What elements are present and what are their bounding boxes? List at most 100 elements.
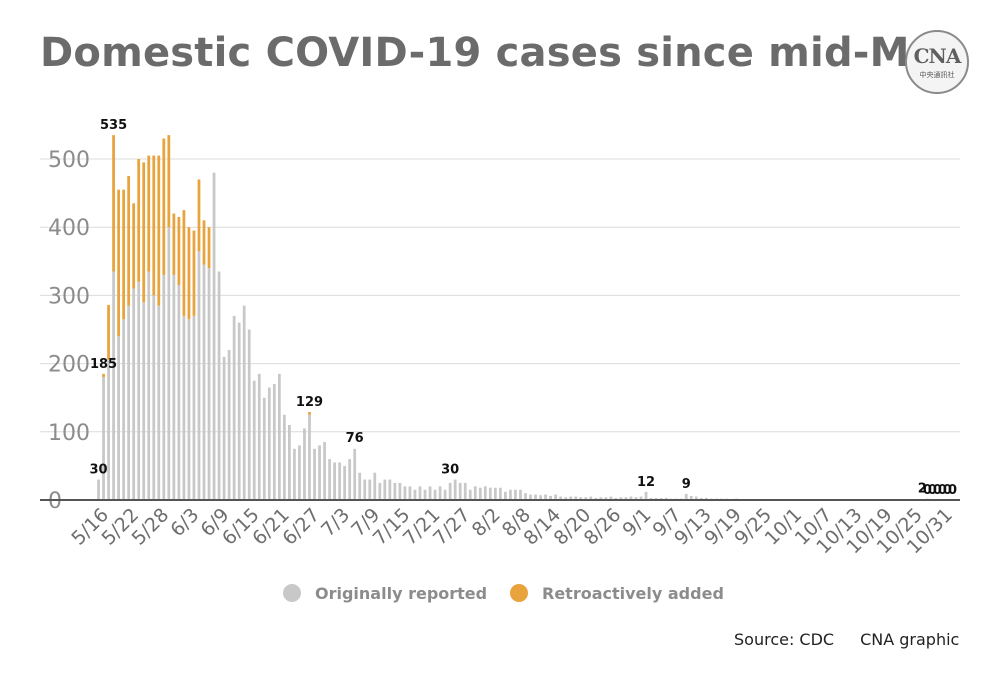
bar-original [252,380,256,500]
bar-original [438,486,442,500]
bar-original [584,497,588,500]
bar-original [107,359,110,500]
source-text: Source: CDC [734,630,835,649]
cna-logo: CNA 中央通訊社 [905,30,969,94]
bar-original [534,494,537,500]
bar-original [509,489,512,500]
y-tick-label: 100 [48,421,90,446]
bar-retro [137,159,141,282]
bar-original [368,479,372,500]
source-credit: CNA graphic [860,630,960,649]
data-label: 0 [933,483,942,498]
bar-original [303,428,306,500]
bar-original [383,479,387,500]
bar-original [227,349,231,500]
bar-original [493,487,497,500]
bar-original [137,281,141,500]
bar-retro [117,189,120,337]
bar-original [483,486,487,500]
data-label: 12 [637,475,655,490]
bar-original [448,482,452,500]
bar-original [599,497,603,500]
bar-original [373,472,377,500]
bar-original [262,397,266,500]
legend-retro: Retroactively added [510,584,724,603]
bar-original [639,496,643,500]
bar-original [689,495,693,500]
bar-original [282,414,286,500]
bar-original [579,497,583,500]
bar-original [247,329,251,500]
bar-original [403,486,407,500]
bar-original [267,387,271,500]
bar-retro [157,155,161,306]
data-label: 0 [938,483,947,498]
data-label: 535 [100,118,127,133]
bar-retro [308,412,311,415]
bar-original [644,491,648,500]
bar-original [498,487,502,500]
bar-original [694,496,698,500]
bar-original [207,268,211,500]
bar-original [504,491,507,500]
bar-original [664,497,668,500]
bar-original [418,486,422,500]
data-label: 2 [918,482,927,497]
bar-original [197,251,201,500]
bar-original [659,497,663,500]
bar-original [564,497,568,500]
bar-original [408,486,412,500]
bar-original [102,377,105,500]
bar-original [358,472,362,500]
bar-original [293,448,296,500]
data-label: 129 [296,395,323,410]
bar-original [398,482,402,500]
bar-retro [102,373,105,378]
bar-original [142,302,146,500]
bar-original [704,497,708,500]
bar-original [187,319,191,500]
bar-original [298,445,301,500]
cna-logo-mark: CNA [913,44,962,68]
bar-original [378,482,382,500]
bar-original [473,486,477,500]
bar-retro [152,155,156,296]
bar-original [413,489,417,500]
bar-original [127,305,131,500]
data-label: 0 [923,483,932,498]
bar-original [468,489,472,500]
bar-original [549,495,552,500]
bar-original [157,305,161,500]
data-label: 9 [682,477,691,492]
bar-original [559,496,563,500]
bar-retro [122,189,126,320]
bar-original [649,497,653,500]
bar-original [353,448,357,500]
bar-original [348,459,352,500]
bar-original [172,274,176,500]
bar-original [478,487,482,500]
bar-original [569,496,573,500]
y-tick-label: 300 [48,284,90,309]
bar-original [132,288,136,500]
bar-original [288,424,291,500]
bar-original [453,479,457,500]
legend-retro-swatch [510,584,528,602]
bar-original [257,373,261,500]
bar-original [634,497,638,500]
data-label: 0 [948,483,957,498]
y-tick-label: 500 [48,148,90,173]
data-label: 0 [943,483,952,498]
bar-original [393,482,397,500]
bar-original [192,315,196,500]
bar-retro [132,203,136,289]
bar-original [328,459,331,500]
bar-original [554,494,558,500]
bar-original [684,493,688,500]
bar-original [182,315,186,500]
bar-original [333,462,336,500]
bar-original [539,495,542,500]
bar-original [232,315,236,500]
bar-original [308,414,311,500]
